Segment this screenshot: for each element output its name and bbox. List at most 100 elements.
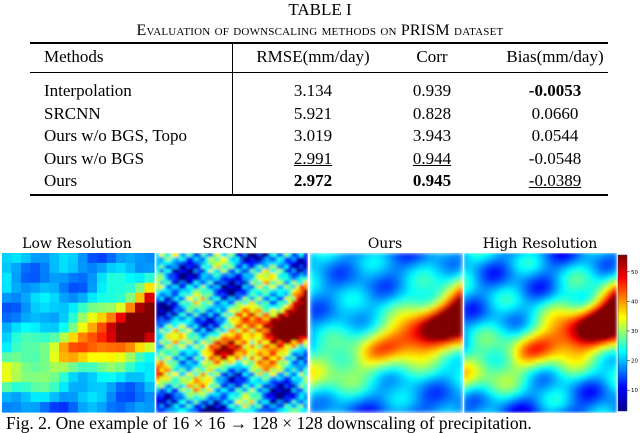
- heatmap-cell: [492, 388, 497, 393]
- heatmap-cell: [291, 288, 297, 294]
- heatmap-cell: [508, 385, 513, 390]
- heatmap-cell: [435, 392, 440, 397]
- heatmap-cell: [182, 400, 187, 405]
- heatmap-cell: [476, 339, 481, 344]
- heatmap-cell: [559, 322, 563, 327]
- heatmap-cell: [446, 372, 452, 377]
- heatmap-cell: [546, 359, 551, 363]
- heatmap-cell: [439, 284, 444, 290]
- heatmap-cell: [254, 268, 259, 274]
- heatmap-cell: [239, 308, 244, 314]
- heatmap-cell: [212, 292, 217, 298]
- heatmap-cell: [242, 368, 248, 373]
- heatmap-cell: [11, 322, 22, 334]
- heatmap-cell: [313, 368, 319, 373]
- heatmap-cell: [363, 268, 368, 274]
- heatmap-cell: [208, 404, 214, 409]
- heatmap-cell: [521, 319, 525, 324]
- heatmap-cell: [476, 359, 481, 363]
- heatmap-cell: [386, 372, 391, 377]
- heatmap-cell: [303, 260, 308, 266]
- heatmap-cell: [443, 372, 448, 377]
- heatmap-cell: [543, 405, 547, 410]
- heatmap-cell: [310, 276, 315, 282]
- heatmap-cell: [348, 292, 353, 298]
- heatmap-cell: [382, 376, 387, 381]
- heatmap-cell: [348, 352, 353, 357]
- heatmap-cell: [420, 372, 425, 377]
- heatmap-cell: [524, 279, 528, 284]
- heatmap-cell: [473, 269, 478, 274]
- heatmap-cell: [235, 260, 240, 266]
- heatmap-cell: [546, 312, 551, 317]
- heatmap-cell: [498, 289, 503, 294]
- heatmap-cell: [530, 312, 535, 317]
- heatmap-cell: [21, 402, 32, 413]
- heatmap-cell: [374, 396, 379, 401]
- heatmap-cell: [273, 408, 278, 413]
- heatmap-cell: [201, 400, 206, 405]
- heatmap-cell: [2, 342, 13, 353]
- heatmap-cell: [295, 272, 301, 278]
- heatmap-cell: [533, 339, 538, 344]
- heatmap-cell: [540, 378, 544, 383]
- heatmap-cell: [30, 402, 41, 413]
- table-cell: Ours: [44, 171, 78, 190]
- heatmap-cell: [291, 268, 297, 274]
- heatmap-cell: [367, 356, 372, 361]
- heatmap-cell: [527, 362, 532, 367]
- heatmap-cell: [174, 396, 180, 401]
- heatmap-cell: [321, 336, 326, 342]
- heatmap-cell: [552, 345, 557, 350]
- heatmap-cell: [363, 276, 368, 282]
- heatmap-cell: [317, 392, 322, 397]
- heatmap-cell: [498, 375, 503, 380]
- heatmap-cell: [473, 296, 478, 300]
- heatmap-cell: [246, 340, 251, 346]
- heatmap-cell: [186, 320, 191, 326]
- heatmap-cell: [201, 324, 206, 330]
- heatmap-cell: [178, 276, 184, 282]
- heatmap-cell: [212, 253, 217, 258]
- heatmap-cell: [201, 348, 206, 353]
- heatmap-cell: [416, 340, 421, 346]
- heatmap-cell: [208, 376, 214, 381]
- heatmap-cell: [363, 292, 368, 298]
- heatmap-cell: [486, 262, 490, 267]
- heatmap-cell: [427, 280, 433, 286]
- heatmap-cell: [502, 375, 506, 380]
- heatmap-cell: [208, 268, 214, 274]
- heatmap-cell: [193, 316, 199, 322]
- heatmap-cell: [476, 302, 481, 307]
- heatmap-cell: [68, 312, 79, 324]
- heatmap-cell: [242, 352, 248, 357]
- heatmap-cell: [527, 256, 532, 261]
- heatmap-cell: [412, 292, 417, 298]
- heatmap-cell: [189, 348, 195, 353]
- heatmap-cell: [231, 404, 236, 409]
- heatmap-cell: [527, 325, 532, 330]
- heatmap-cell: [325, 280, 330, 286]
- heatmap-cell: [476, 349, 481, 353]
- heatmap-cell: [540, 388, 544, 393]
- heatmap-cell: [78, 392, 89, 403]
- heatmap-cell: [427, 284, 433, 290]
- heatmap-cell: [443, 312, 448, 318]
- heatmap-cell: [514, 262, 519, 267]
- heatmap-cell: [533, 315, 538, 320]
- heatmap-cell: [310, 324, 315, 330]
- heatmap-cell: [458, 388, 463, 393]
- heatmap-cell: [401, 304, 406, 310]
- heatmap-cell: [378, 256, 383, 262]
- heatmap-cell: [467, 395, 471, 400]
- heatmap-cell: [517, 253, 522, 257]
- heatmap-cell: [178, 288, 184, 294]
- heatmap-cell: [257, 284, 263, 290]
- heatmap-cell: [514, 253, 519, 257]
- heatmap-cell: [344, 264, 349, 270]
- heatmap-cell: [359, 272, 364, 278]
- heatmap-cell: [517, 272, 522, 277]
- heatmap-cell: [502, 282, 506, 287]
- heatmap-cell: [235, 368, 240, 373]
- heatmap-cell: [351, 316, 357, 322]
